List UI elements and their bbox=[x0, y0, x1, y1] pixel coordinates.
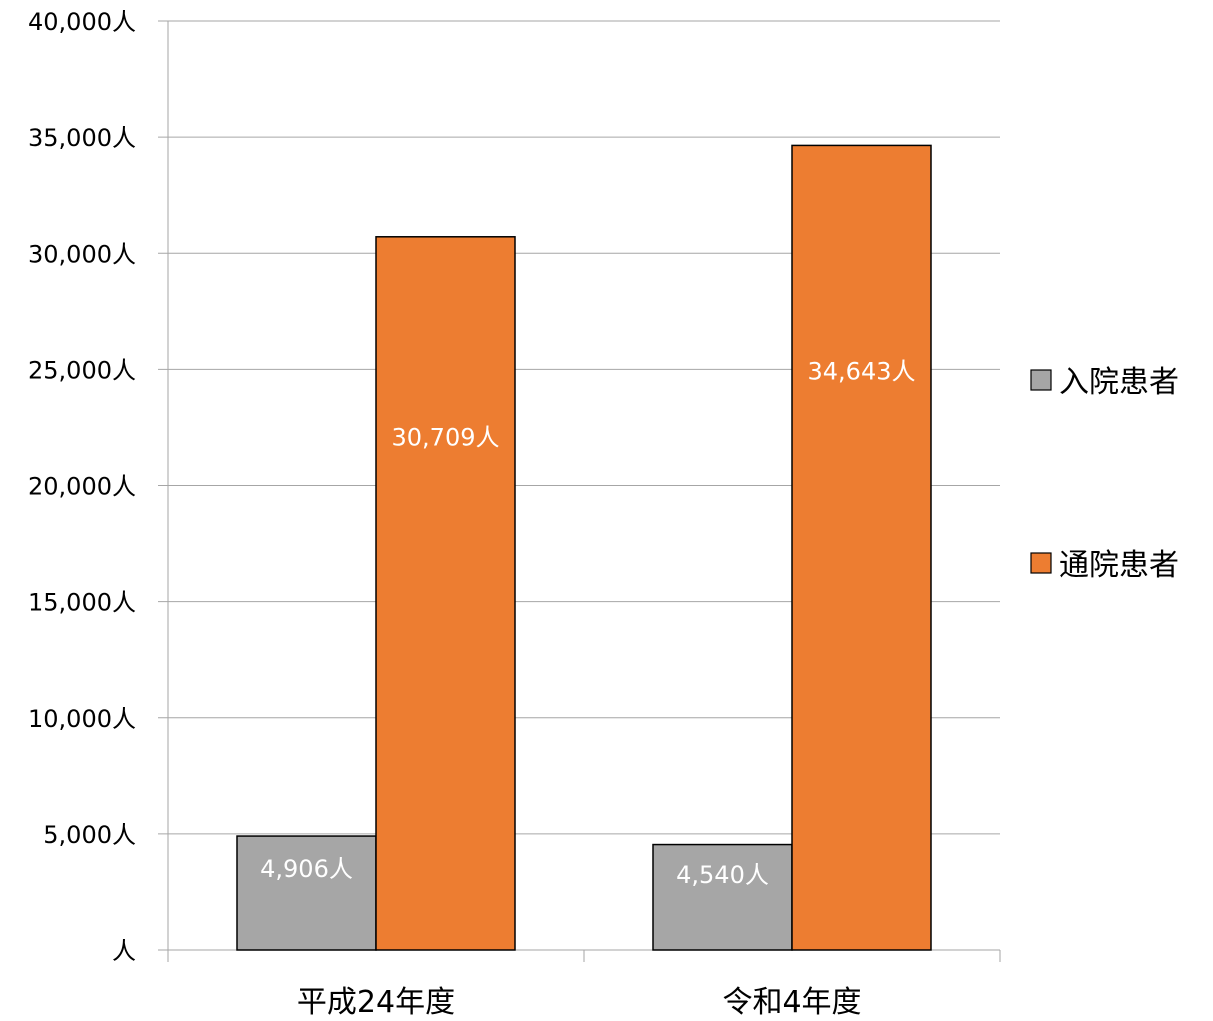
x-category-label: 令和4年度 bbox=[722, 985, 861, 1017]
x-category-label: 平成24年度 bbox=[297, 985, 455, 1017]
data-label: 4,540人 bbox=[676, 861, 769, 889]
y-tick-label: 人 bbox=[112, 937, 136, 965]
bar bbox=[375, 236, 516, 951]
legend-label: 入院患者 bbox=[1059, 365, 1179, 400]
y-tick-label: 30,000人 bbox=[28, 240, 136, 268]
y-tick-label: 35,000人 bbox=[28, 124, 136, 152]
data-label: 30,709人 bbox=[392, 423, 500, 451]
bar bbox=[652, 843, 793, 951]
y-tick-label: 40,000人 bbox=[28, 8, 136, 36]
legend-swatch bbox=[1030, 369, 1052, 391]
y-tick-label: 25,000人 bbox=[28, 356, 136, 384]
y-tick-label: 10,000人 bbox=[28, 705, 136, 733]
y-tick-label: 15,000人 bbox=[28, 589, 136, 617]
y-tick-label: 20,000人 bbox=[28, 473, 136, 501]
legend-label: 通院患者 bbox=[1059, 548, 1179, 583]
data-label: 4,906人 bbox=[260, 855, 353, 883]
data-label: 34,643人 bbox=[808, 358, 916, 386]
bar bbox=[236, 835, 377, 951]
legend-swatch bbox=[1030, 552, 1052, 574]
y-tick-label: 5,000人 bbox=[43, 821, 136, 849]
bar bbox=[791, 144, 932, 951]
